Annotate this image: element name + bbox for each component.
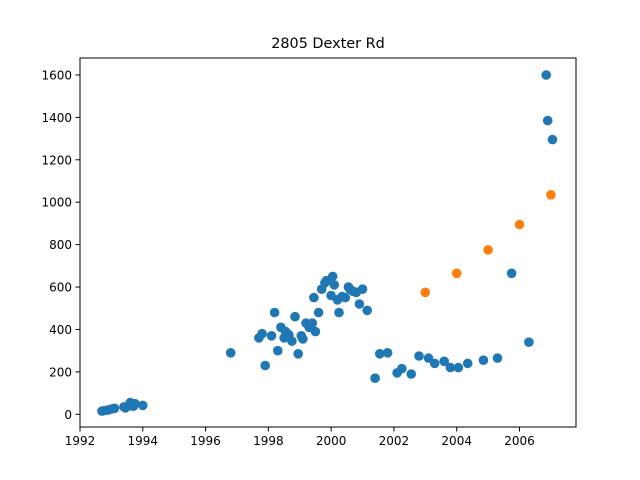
plot-frame: [79, 57, 577, 428]
y-tick-label: 0: [64, 408, 72, 422]
data-point-series-0-33: [310, 326, 321, 337]
data-point-series-0-64: [462, 358, 473, 369]
data-point-series-0-42: [334, 307, 344, 318]
data-point-series-0-69: [541, 70, 551, 80]
data-point-series-0-31: [307, 318, 318, 328]
data-point-series-0-17: [266, 331, 277, 341]
data-point-series-0-67: [506, 268, 517, 279]
y-tick-label: 600: [49, 281, 72, 295]
y-tick-label: 1200: [41, 153, 72, 167]
data-point-series-0-56: [397, 363, 407, 374]
data-point-series-0-62: [445, 362, 456, 373]
x-tick-label: 2006: [504, 434, 535, 448]
y-tick-label: 1600: [41, 68, 72, 82]
y-tick-label: 200: [49, 365, 72, 379]
data-point-series-0-44: [340, 292, 351, 303]
data-point-series-1-0: [420, 287, 431, 298]
data-point-series-0-71: [547, 134, 558, 145]
data-point-series-0-68: [524, 337, 534, 348]
axes-layer: 1992 1994 1996 1998 2000 2002 2004 2006 0 200 400 6…: [41, 57, 577, 448]
data-point-series-0-28: [298, 334, 308, 344]
data-point-series-0-54: [382, 348, 393, 358]
y-tick-label: 800: [49, 238, 72, 252]
data-point-series-0-16: [260, 360, 271, 371]
data-point-series-1-3: [514, 219, 525, 230]
y-tick-label: 1000: [41, 196, 72, 210]
data-point-series-0-18: [269, 307, 280, 318]
data-point-series-0-4: [109, 403, 120, 414]
data-point-series-0-15: [257, 328, 267, 339]
chart-title: 2805 Dexter Rd: [271, 36, 385, 52]
data-point-series-0-60: [429, 358, 440, 369]
data-point-series-0-12: [138, 400, 148, 411]
x-tick-label: 1994: [128, 434, 159, 448]
data-point-series-0-50: [357, 284, 368, 295]
data-point-series-0-65: [478, 355, 489, 366]
data-point-series-0-70: [542, 115, 553, 126]
x-tick-label: 1998: [253, 434, 284, 448]
points-layer: [97, 70, 558, 416]
data-point-series-0-51: [362, 305, 373, 316]
data-point-series-0-19: [273, 345, 283, 356]
data-point-series-1-4: [546, 190, 556, 200]
x-tick-label: 2002: [379, 434, 410, 448]
x-tick-label: 1992: [65, 434, 96, 448]
data-point-series-0-34: [313, 307, 324, 318]
data-point-series-0-13: [225, 348, 236, 358]
data-point-series-0-11: [130, 398, 140, 409]
data-point-series-0-53: [375, 349, 385, 359]
data-point-series-0-63: [453, 362, 464, 373]
data-point-series-0-52: [370, 373, 380, 384]
data-point-series-0-32: [309, 292, 319, 303]
data-point-series-0-66: [492, 353, 503, 363]
data-point-series-0-57: [406, 369, 417, 379]
y-tick-label: 1400: [41, 111, 72, 125]
data-point-series-0-39: [327, 271, 338, 282]
data-point-series-0-58: [414, 351, 424, 361]
data-point-series-1-1: [451, 268, 462, 279]
y-tick-label: 400: [49, 323, 72, 337]
data-point-series-0-26: [293, 349, 304, 359]
data-point-series-0-25: [290, 311, 300, 322]
data-point-series-0-40: [329, 280, 340, 290]
data-point-series-0-61: [439, 356, 450, 367]
x-tick-label: 2004: [441, 434, 472, 448]
x-tick-label: 2000: [316, 434, 347, 448]
x-tick-label: 1996: [190, 434, 221, 448]
data-point-series-0-49: [354, 299, 365, 309]
data-point-series-0-24: [287, 336, 297, 346]
data-point-series-1-2: [483, 245, 493, 255]
